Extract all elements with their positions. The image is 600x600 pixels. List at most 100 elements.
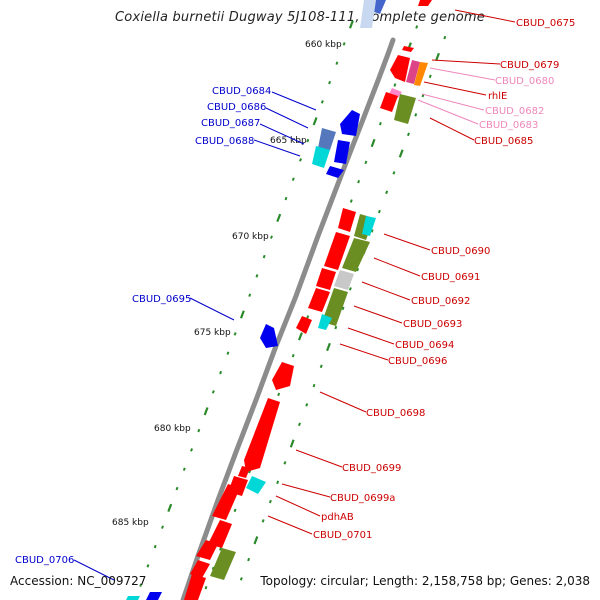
kbp-label-670: 670 kbp (232, 232, 269, 242)
gene-cbud-0701[interactable] (208, 520, 232, 548)
genome-backbone (180, 37, 396, 600)
gene-cbud-0690[interactable] (338, 208, 356, 232)
kbp-label-675: 675 kbp (194, 328, 231, 338)
tick-mark (203, 407, 209, 416)
gene-cbud-0691[interactable] (324, 232, 350, 270)
tick-mark (226, 351, 230, 355)
tick-mark (414, 113, 418, 117)
label-cbud-0699[interactable]: CBUD_0699 (342, 463, 401, 474)
leader-cbud-0696 (339, 343, 389, 361)
tick-mark (385, 190, 389, 195)
label-cbud-0698[interactable]: CBUD_0698 (366, 408, 425, 419)
label-cbud-0701[interactable]: CBUD_0701 (313, 530, 372, 541)
gene-rhle[interactable] (414, 62, 428, 86)
gene-cbud-0690-c[interactable] (362, 216, 376, 236)
gene-cbud-0688-b[interactable] (326, 166, 344, 178)
accession-text: Accession: NC_009727 (10, 574, 147, 588)
label-cbud-0695[interactable]: CBUD_0695 (132, 294, 191, 305)
label-cbud-0694[interactable]: CBUD_0694 (395, 340, 454, 351)
tick-mark (312, 383, 316, 388)
tick-mark (248, 293, 252, 297)
tick-mark (443, 35, 447, 40)
tick-mark (392, 171, 396, 175)
label-cbud-0687[interactable]: CBUD_0687 (201, 118, 260, 129)
label-cbud-0684[interactable]: CBUD_0684 (212, 86, 271, 97)
right-labels: CBUD_0675 CBUD_0679 CBUD_0680 rhlE CBUD_… (313, 18, 575, 541)
gene-cbud-0706-a[interactable] (146, 592, 162, 600)
leader-cbud-0688 (253, 139, 301, 157)
gene-cbud-0692-b[interactable] (334, 270, 354, 290)
gene-cbud-0684[interactable] (340, 110, 360, 136)
label-rhle[interactable]: rhlE (488, 91, 507, 102)
tick-mark (378, 121, 382, 126)
label-cbud-0692[interactable]: CBUD_0692 (411, 296, 470, 307)
leader-lines (73, 9, 516, 581)
leader-cbud-0701 (267, 515, 313, 535)
tick-mark (211, 390, 215, 394)
gene-cbud-0682[interactable] (402, 46, 414, 52)
label-cbud-0679[interactable]: CBUD_0679 (500, 60, 559, 71)
label-cbud-0693[interactable]: CBUD_0693 (403, 319, 462, 330)
gene-cbud-0694[interactable] (318, 314, 332, 330)
gene-cbud-0675[interactable] (418, 0, 432, 6)
label-cbud-0683[interactable]: CBUD_0683 (479, 120, 538, 131)
gene-cbud-0692[interactable] (316, 268, 336, 290)
label-cbud-0691[interactable]: CBUD_0691 (421, 272, 480, 283)
leader-cbud-0683 (417, 99, 479, 125)
label-cbud-0688[interactable]: CBUD_0688 (195, 136, 254, 147)
gene-cbud-0701-b[interactable] (196, 540, 218, 560)
gene-cbud-0688[interactable] (334, 140, 350, 164)
tick-mark (305, 403, 309, 407)
tick-mark (161, 525, 164, 529)
gene-cbud-0685-b[interactable] (394, 94, 416, 124)
gene-cbud-0695[interactable] (260, 324, 278, 348)
tick-mark (341, 306, 345, 311)
label-cbud-0686[interactable]: CBUD_0686 (207, 102, 266, 113)
tick-mark (276, 480, 280, 485)
gene-cbud-0679[interactable] (390, 55, 410, 82)
tick-mark (182, 467, 186, 471)
label-cbud-0675[interactable]: CBUD_0675 (516, 18, 575, 29)
gene-cbud-0699[interactable] (238, 466, 250, 478)
label-pdhab[interactable]: pdhAB (321, 512, 354, 523)
gene-red-lower-b[interactable] (184, 574, 206, 600)
tick-mark (370, 138, 376, 148)
gene-cbud-0683[interactable] (389, 88, 402, 98)
gene-cbud-0699a-b[interactable] (246, 476, 266, 494)
tick-mark (277, 392, 281, 397)
gene-cbud-0693[interactable] (308, 288, 330, 312)
tick-mark (328, 80, 332, 85)
gene-cbud-0706-b[interactable] (126, 596, 140, 600)
label-cbud-0696[interactable]: CBUD_0696 (388, 356, 447, 367)
gene-red-lower-a[interactable] (190, 560, 210, 578)
leader-cbud-0693 (353, 305, 403, 324)
leader-cbud-0706 (73, 559, 115, 581)
leader-cbud-0685 (429, 117, 475, 141)
gene-cbud-0696[interactable] (296, 316, 312, 334)
gene-cbud-0698-b[interactable] (244, 398, 280, 472)
gene-top-gray[interactable] (360, 0, 376, 28)
tick-mark (268, 499, 272, 504)
tick-mark (435, 52, 440, 62)
label-cbud-0682[interactable]: CBUD_0682 (485, 106, 544, 117)
gene-cbud-0693-b[interactable] (322, 288, 348, 326)
label-cbud-0699a[interactable]: CBUD_0699a (330, 493, 395, 504)
tick-mark (335, 61, 339, 65)
gene-cbud-0685[interactable] (380, 92, 398, 112)
leader-cbud-0695 (189, 297, 235, 321)
gene-olive-lower-a[interactable] (210, 548, 236, 580)
gene-cbud-0680[interactable] (406, 60, 420, 84)
label-cbud-0685[interactable]: CBUD_0685 (474, 136, 533, 147)
gene-cbud-0686[interactable] (318, 128, 336, 150)
label-cbud-0690[interactable]: CBUD_0690 (431, 246, 490, 257)
label-cbud-0680[interactable]: CBUD_0680 (495, 76, 554, 87)
gene-cbud-0691-b[interactable] (342, 238, 370, 272)
tick-mark (167, 503, 173, 512)
gene-pdhab[interactable] (212, 484, 240, 520)
gene-cbud-0698-a[interactable] (272, 362, 294, 390)
gene-cbud-0687[interactable] (312, 146, 330, 168)
label-cbud-0706[interactable]: CBUD_0706 (15, 555, 74, 566)
tick-mark (349, 199, 353, 203)
leader-cbud-0699a (281, 483, 331, 498)
